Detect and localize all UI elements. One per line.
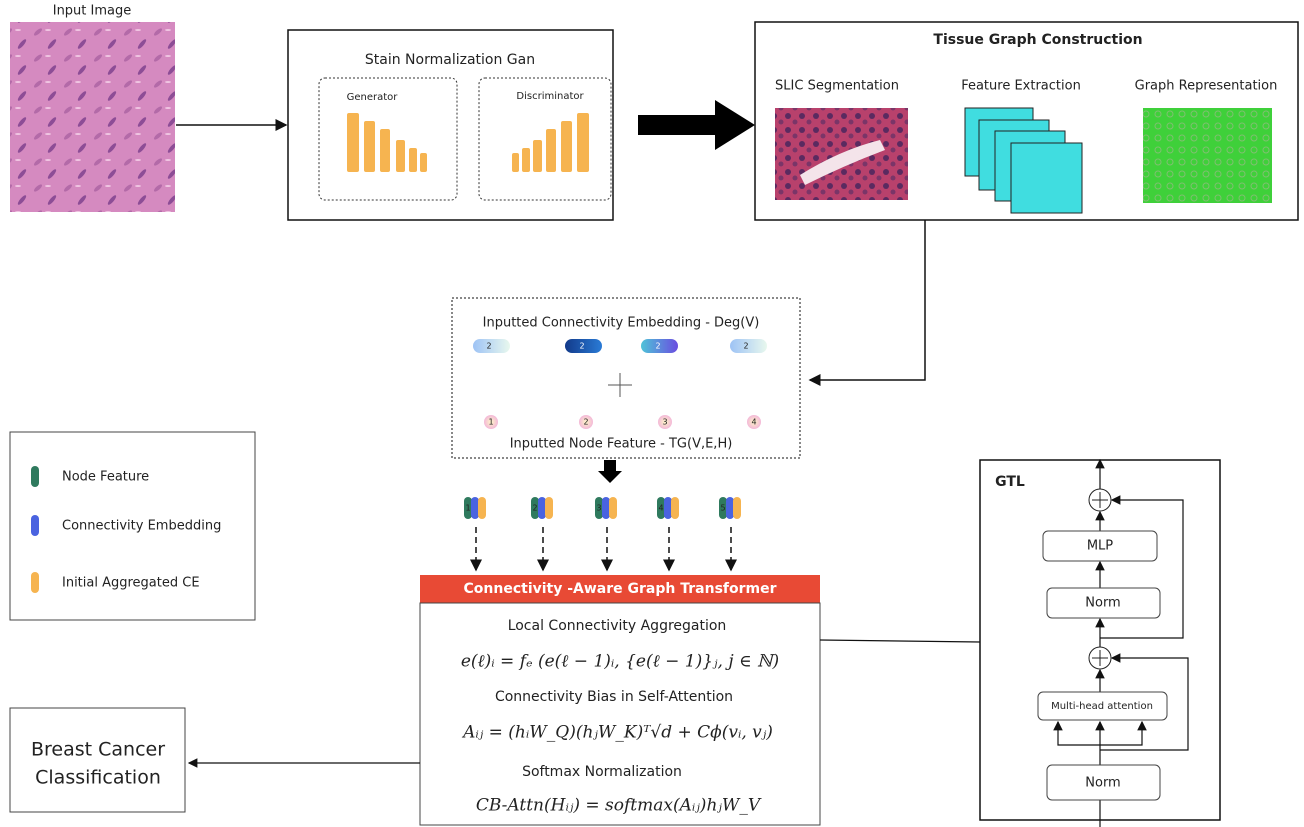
gtl-block-label: Norm xyxy=(1085,776,1120,791)
formula: CB-Attn(Hᵢⱼ) = softmax(Aᵢⱼ)hⱼW_V xyxy=(476,796,762,816)
legend-label: Node Feature xyxy=(62,470,149,485)
down-arrow xyxy=(598,460,622,483)
legend-swatch xyxy=(31,515,39,536)
step-label: SLIC Segmentation xyxy=(775,79,899,94)
token-pill xyxy=(733,497,741,519)
node-id: 4 xyxy=(751,418,756,427)
step-label: Feature Extraction xyxy=(961,79,1081,94)
token-groups: 1 2 3 4 5 xyxy=(464,497,741,570)
transformer-box xyxy=(420,603,820,825)
connector xyxy=(820,640,980,642)
token-id: 1 xyxy=(465,504,470,513)
section-heading: Connectivity Bias in Self-Attention xyxy=(495,689,733,705)
section-heading: Local Connectivity Aggregation xyxy=(508,618,727,634)
token-pill xyxy=(671,497,679,519)
output-label: Breast Cancer xyxy=(31,739,165,761)
degree-value: 2 xyxy=(486,342,491,351)
transformer-title: Connectivity -Aware Graph Transformer xyxy=(464,581,777,597)
token-pill xyxy=(609,497,617,519)
token-pill xyxy=(538,497,546,519)
gtl-block-label: MLP xyxy=(1087,539,1113,554)
arrow xyxy=(810,220,925,380)
node-feature-title: Inputted Node Feature - TG(V,E,H) xyxy=(510,437,733,452)
section-heading: Softmax Normalization xyxy=(522,764,682,780)
legend-label: Initial Aggregated CE xyxy=(62,576,200,591)
token-id: 3 xyxy=(596,504,601,513)
token-id: 5 xyxy=(720,504,725,513)
tissue-title: Tissue Graph Construction xyxy=(933,32,1142,48)
token-pill xyxy=(726,497,734,519)
output-label: Classification xyxy=(35,767,161,789)
node-id: 2 xyxy=(583,418,588,427)
token-pill xyxy=(478,497,486,519)
embedding-title: Inputted Connectivity Embedding - Deg(V) xyxy=(483,316,760,331)
degree-value: 2 xyxy=(743,342,748,351)
diagram: Input Image Stain Normalization Gan Gene… xyxy=(0,0,1304,827)
legend-label: Connectivity Embedding xyxy=(62,519,221,534)
formula: e(ℓ)ᵢ = fₑ (e(ℓ − 1)ᵢ, {e(ℓ − 1)}ⱼ, j ∈ … xyxy=(461,652,779,672)
gtl-block-label: Norm xyxy=(1085,596,1120,611)
formula: Aᵢⱼ = (hᵢW_Q)(hⱼW_K)ᵀ√d + Cϕ(vᵢ, vⱼ) xyxy=(461,723,773,743)
gtl-title: GTL xyxy=(995,474,1025,490)
big-arrow xyxy=(638,100,755,150)
generator-label: Generator xyxy=(347,92,399,103)
degree-value: 2 xyxy=(579,342,584,351)
token-pill xyxy=(602,497,610,519)
legend-swatch xyxy=(31,572,39,593)
node-id: 3 xyxy=(662,418,667,427)
discriminator-label: Discriminator xyxy=(516,91,584,102)
token-pill xyxy=(471,497,479,519)
legend-swatch xyxy=(31,466,39,487)
gtl-block-label: Multi-head attention xyxy=(1051,701,1153,712)
node-id: 1 xyxy=(488,418,493,427)
stain-title: Stain Normalization Gan xyxy=(365,52,535,68)
step-label: Graph Representation xyxy=(1135,79,1278,94)
graph-image xyxy=(1143,108,1272,203)
token-id: 2 xyxy=(532,504,537,513)
token-pill xyxy=(545,497,553,519)
degree-value: 2 xyxy=(655,342,660,351)
input-image xyxy=(10,22,175,212)
token-id: 4 xyxy=(658,504,663,513)
token-pill xyxy=(664,497,672,519)
input-label: Input Image xyxy=(53,4,132,19)
